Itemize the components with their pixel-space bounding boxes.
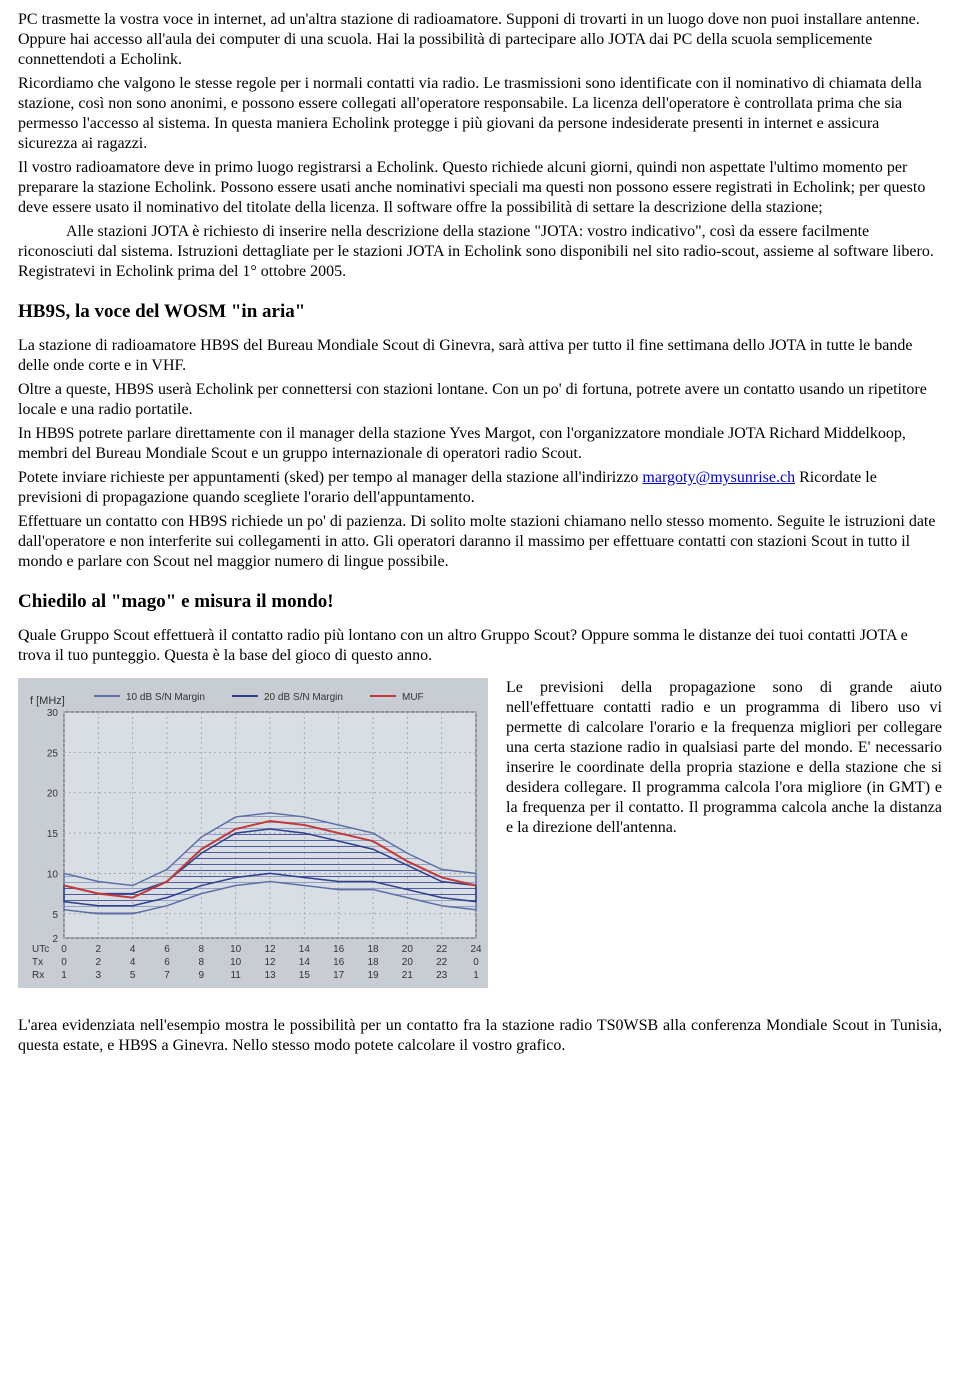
svg-text:20: 20 — [47, 788, 59, 799]
chart-side-paragraph: Le previsioni della propagazione sono di… — [506, 678, 942, 838]
svg-text:10: 10 — [47, 869, 59, 880]
svg-text:14: 14 — [299, 944, 311, 955]
svg-text:UTc: UTc — [32, 944, 49, 955]
svg-text:21: 21 — [402, 970, 414, 981]
email-link[interactable]: margoty@mysunrise.ch — [642, 469, 795, 486]
svg-text:23: 23 — [436, 970, 448, 981]
body-paragraph: Potete inviare richieste per appuntament… — [18, 468, 942, 508]
svg-text:Tx: Tx — [32, 957, 43, 968]
svg-text:24: 24 — [470, 944, 482, 955]
svg-text:f [MHz]: f [MHz] — [30, 695, 65, 707]
svg-text:20: 20 — [402, 944, 414, 955]
propagation-chart: 251015202530f [MHz]10 dB S/N Margin20 dB… — [18, 678, 488, 988]
svg-text:10 dB S/N Margin: 10 dB S/N Margin — [126, 692, 205, 703]
svg-text:0: 0 — [473, 957, 479, 968]
svg-text:0: 0 — [61, 944, 67, 955]
svg-text:12: 12 — [264, 944, 276, 955]
svg-text:22: 22 — [436, 957, 448, 968]
svg-text:MUF: MUF — [402, 692, 424, 703]
svg-text:8: 8 — [199, 944, 205, 955]
svg-text:4: 4 — [130, 957, 136, 968]
svg-text:20 dB S/N Margin: 20 dB S/N Margin — [264, 692, 343, 703]
body-text: Alle stazioni JOTA è richiesto di inseri… — [18, 223, 934, 280]
svg-text:3: 3 — [96, 970, 102, 981]
section-heading-hb9s: HB9S, la voce del WOSM "in aria" — [18, 300, 942, 324]
svg-text:11: 11 — [230, 970, 241, 981]
svg-text:2: 2 — [96, 957, 102, 968]
svg-text:19: 19 — [367, 970, 379, 981]
svg-text:17: 17 — [333, 970, 345, 981]
svg-text:12: 12 — [264, 957, 276, 968]
svg-text:2: 2 — [52, 934, 58, 945]
svg-text:6: 6 — [164, 944, 170, 955]
svg-text:9: 9 — [199, 970, 205, 981]
svg-text:15: 15 — [47, 829, 59, 840]
svg-text:10: 10 — [230, 944, 242, 955]
svg-text:1: 1 — [473, 970, 479, 981]
body-paragraph: L'area evidenziata nell'esempio mostra l… — [18, 1016, 942, 1056]
svg-text:5: 5 — [130, 970, 136, 981]
svg-text:22: 22 — [436, 944, 448, 955]
body-paragraph: In HB9S potrete parlare direttamente con… — [18, 424, 942, 464]
body-paragraph: Il vostro radioamatore deve in primo luo… — [18, 158, 942, 218]
svg-text:4: 4 — [130, 944, 136, 955]
svg-text:7: 7 — [164, 970, 170, 981]
svg-text:25: 25 — [47, 748, 59, 759]
body-paragraph: PC trasmette la vostra voce in internet,… — [18, 10, 942, 70]
svg-text:16: 16 — [333, 957, 345, 968]
svg-text:8: 8 — [199, 957, 205, 968]
section-heading-mago: Chiedilo al "mago" e misura il mondo! — [18, 590, 942, 614]
body-text: Potete inviare richieste per appuntament… — [18, 469, 642, 486]
svg-text:10: 10 — [230, 957, 242, 968]
body-paragraph: Ricordiamo che valgono le stesse regole … — [18, 74, 942, 154]
svg-text:6: 6 — [164, 957, 170, 968]
body-paragraph: Effettuare un contatto con HB9S richiede… — [18, 512, 942, 572]
svg-text:15: 15 — [299, 970, 311, 981]
svg-text:1: 1 — [61, 970, 67, 981]
svg-text:2: 2 — [96, 944, 102, 955]
svg-text:13: 13 — [264, 970, 276, 981]
body-paragraph: Quale Gruppo Scout effettuerà il contatt… — [18, 626, 942, 666]
body-paragraph: Alle stazioni JOTA è richiesto di inseri… — [18, 222, 942, 282]
svg-text:30: 30 — [47, 708, 59, 719]
svg-text:18: 18 — [367, 957, 379, 968]
propagation-chart-svg: 251015202530f [MHz]10 dB S/N Margin20 dB… — [18, 678, 488, 988]
svg-text:0: 0 — [61, 957, 67, 968]
svg-text:16: 16 — [333, 944, 345, 955]
body-paragraph: Oltre a queste, HB9S userà Echolink per … — [18, 380, 942, 420]
svg-text:5: 5 — [52, 909, 58, 920]
svg-text:20: 20 — [402, 957, 414, 968]
body-paragraph: La stazione di radioamatore HB9S del Bur… — [18, 336, 942, 376]
svg-text:Rx: Rx — [32, 970, 44, 981]
chart-and-text-row: 251015202530f [MHz]10 dB S/N Margin20 dB… — [18, 678, 942, 988]
svg-text:14: 14 — [299, 957, 311, 968]
svg-text:18: 18 — [367, 944, 379, 955]
